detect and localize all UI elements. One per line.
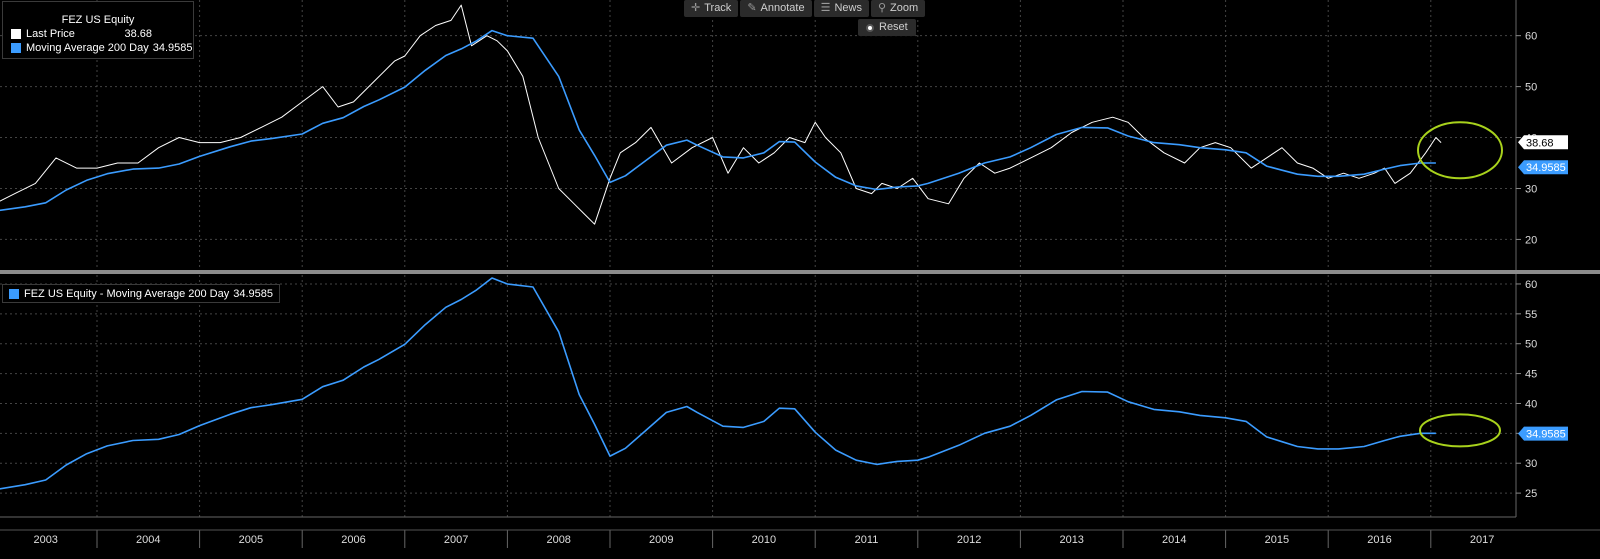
ma-value-tag-text: 34.9585 (1526, 162, 1566, 174)
ma-panel: 253035404550556034.9585 (0, 277, 1568, 500)
x-tick-label: 2008 (546, 534, 570, 546)
x-tick-label: 2005 (239, 534, 263, 546)
highlight-ellipse (1417, 121, 1503, 180)
last-price-tag-text: 38.68 (1526, 137, 1554, 149)
x-tick-label: 2009 (649, 534, 673, 546)
legend-label-price: Last Price (26, 28, 75, 40)
x-tick-label: 2016 (1367, 534, 1391, 546)
ma-value-tag (1518, 426, 1568, 441)
y-tick-label: 25 (1525, 488, 1537, 500)
legend-bottom: FEZ US Equity - Moving Average 200 Day 3… (2, 284, 280, 303)
legend-swatch-price (11, 29, 21, 39)
reset-icon (866, 23, 874, 32)
legend-row-ma: Moving Average 200 Day 34.9585 (3, 41, 193, 55)
x-tick-label: 2015 (1265, 534, 1289, 546)
legend-row-last-price: Last Price 38.68 (3, 27, 193, 41)
x-tick-label: 2004 (136, 534, 160, 546)
ma-value-tag (1518, 160, 1568, 175)
news-button[interactable]: ☰ News (813, 0, 869, 17)
x-tick-label: 2003 (33, 534, 57, 546)
y-tick-label: 40 (1525, 398, 1537, 410)
ma-value-tag-text: 34.9585 (1526, 429, 1566, 441)
crosshair-icon: ✛ (691, 2, 701, 14)
legend-swatch-ma (11, 43, 21, 53)
legend-value-price: 38.68 (124, 28, 152, 40)
legend-value-ma: 34.9585 (152, 42, 193, 54)
y-tick-label: 60 (1525, 31, 1537, 43)
news-label: News (834, 2, 862, 14)
x-tick-label: 2012 (957, 534, 981, 546)
legend-bottom-value: 34.9585 (233, 287, 273, 300)
reset-label: Reset (879, 21, 908, 33)
moving-average-line (0, 29, 1436, 212)
x-tick-label: 2011 (855, 534, 879, 546)
y-tick-label: 20 (1525, 234, 1537, 246)
annotate-button[interactable]: ✎ Annotate (740, 0, 812, 17)
price-line (0, 4, 1442, 225)
x-tick-label: 2010 (752, 534, 776, 546)
panel-separator (0, 270, 1600, 274)
x-tick-label: 2014 (1162, 534, 1186, 546)
zoom-label: Zoom (890, 2, 919, 14)
legend-bottom-label: FEZ US Equity - Moving Average 200 Day (24, 287, 230, 300)
x-tick-label: 2013 (1059, 534, 1083, 546)
legend-bottom-swatch (9, 288, 19, 299)
highlight-ellipse (1419, 413, 1501, 448)
y-tick-label: 45 (1525, 369, 1537, 381)
track-label: Track (704, 2, 732, 14)
chart-toolbar: ✛ Track ✎ Annotate ☰ News ⚲ Zoom (684, 0, 926, 17)
last-price-tag (1518, 135, 1568, 150)
moving-average-line (0, 277, 1436, 490)
pencil-icon: ✎ (747, 2, 757, 14)
x-tick-label: 2006 (341, 534, 365, 546)
x-tick-label: 2007 (444, 534, 468, 546)
y-tick-label: 55 (1525, 309, 1537, 321)
y-tick-label: 50 (1525, 82, 1537, 94)
y-tick-label: 30 (1525, 183, 1537, 195)
legend-top: FEZ US Equity Last Price 38.68 Moving Av… (2, 1, 194, 59)
magnifier-icon: ⚲ (877, 2, 887, 14)
news-icon: ☰ (820, 2, 831, 14)
y-tick-label: 30 (1525, 458, 1537, 470)
y-tick-label: 60 (1525, 279, 1537, 291)
y-tick-label: 50 (1525, 339, 1537, 351)
x-tick-label: 2017 (1470, 534, 1494, 546)
reset-button[interactable]: Reset (858, 19, 916, 36)
track-button[interactable]: ✛ Track (684, 0, 739, 17)
annotate-label: Annotate (760, 2, 805, 14)
legend-title: FEZ US Equity (61, 14, 135, 26)
zoom-button[interactable]: ⚲ Zoom (870, 0, 926, 17)
legend-label-ma: Moving Average 200 Day (26, 42, 149, 54)
